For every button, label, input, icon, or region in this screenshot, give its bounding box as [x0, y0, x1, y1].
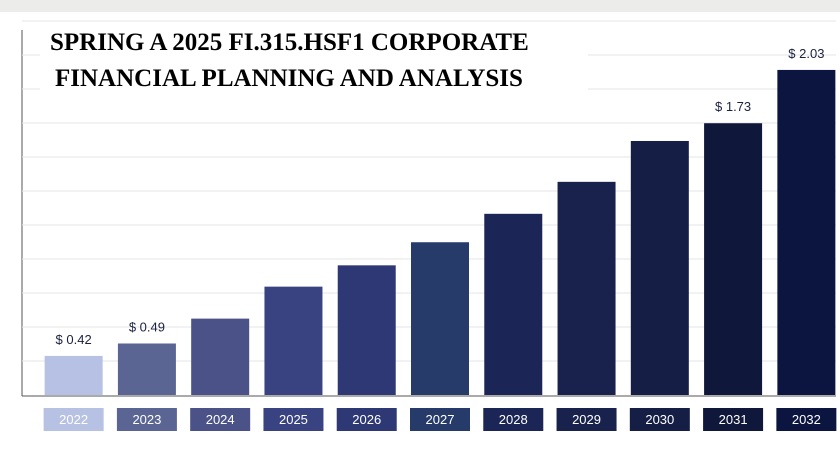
chart-title: FINANCIAL PLANNING AND ANALYSIS — [55, 65, 523, 92]
x-tick-label: 2026 — [352, 412, 381, 427]
x-tick-label: 2031 — [719, 412, 748, 427]
category-box — [116, 408, 177, 431]
bar — [630, 140, 689, 395]
plot: $ 0.42 2022 $ 0.49 2023 2024 2025 2026 2027 2028… — [43, 46, 837, 431]
chart-title: SPRING A 2025 FI.315.HSF1 CORPORATE — [50, 29, 529, 56]
x-tick-label: 2032 — [792, 412, 821, 427]
x-tick-label: 2028 — [499, 412, 528, 427]
bar — [704, 123, 763, 395]
x-tick-label: 2025 — [279, 412, 308, 427]
bar — [117, 343, 176, 395]
category-box — [43, 408, 104, 431]
bar — [484, 213, 543, 395]
bar — [191, 318, 250, 395]
x-tick-label: 2022 — [59, 412, 88, 427]
bar — [777, 69, 836, 396]
category-box — [483, 408, 544, 431]
title-backdrop — [40, 24, 588, 98]
data-label: $ 2.03 — [788, 46, 824, 61]
data-label: $ 1.73 — [715, 99, 751, 114]
x-tick-label: 2030 — [645, 412, 674, 427]
category-box — [776, 408, 837, 431]
category-box — [703, 408, 764, 431]
category-box — [190, 408, 251, 431]
x-tick-label: 2029 — [572, 412, 601, 427]
bar — [264, 286, 323, 395]
x-tick-label: 2024 — [206, 412, 235, 427]
bar — [44, 355, 103, 395]
bar — [411, 242, 469, 395]
category-box — [556, 408, 617, 431]
category-box — [410, 408, 470, 431]
top-strip — [0, 0, 840, 12]
x-tick-label: 2027 — [426, 412, 455, 427]
category-box — [263, 408, 324, 431]
data-label: $ 0.42 — [56, 332, 92, 347]
bar — [337, 265, 396, 395]
x-tick-label: 2023 — [132, 412, 161, 427]
category-box — [336, 408, 397, 431]
data-label: $ 0.49 — [129, 319, 165, 334]
bar — [557, 181, 616, 395]
category-box — [629, 408, 690, 431]
